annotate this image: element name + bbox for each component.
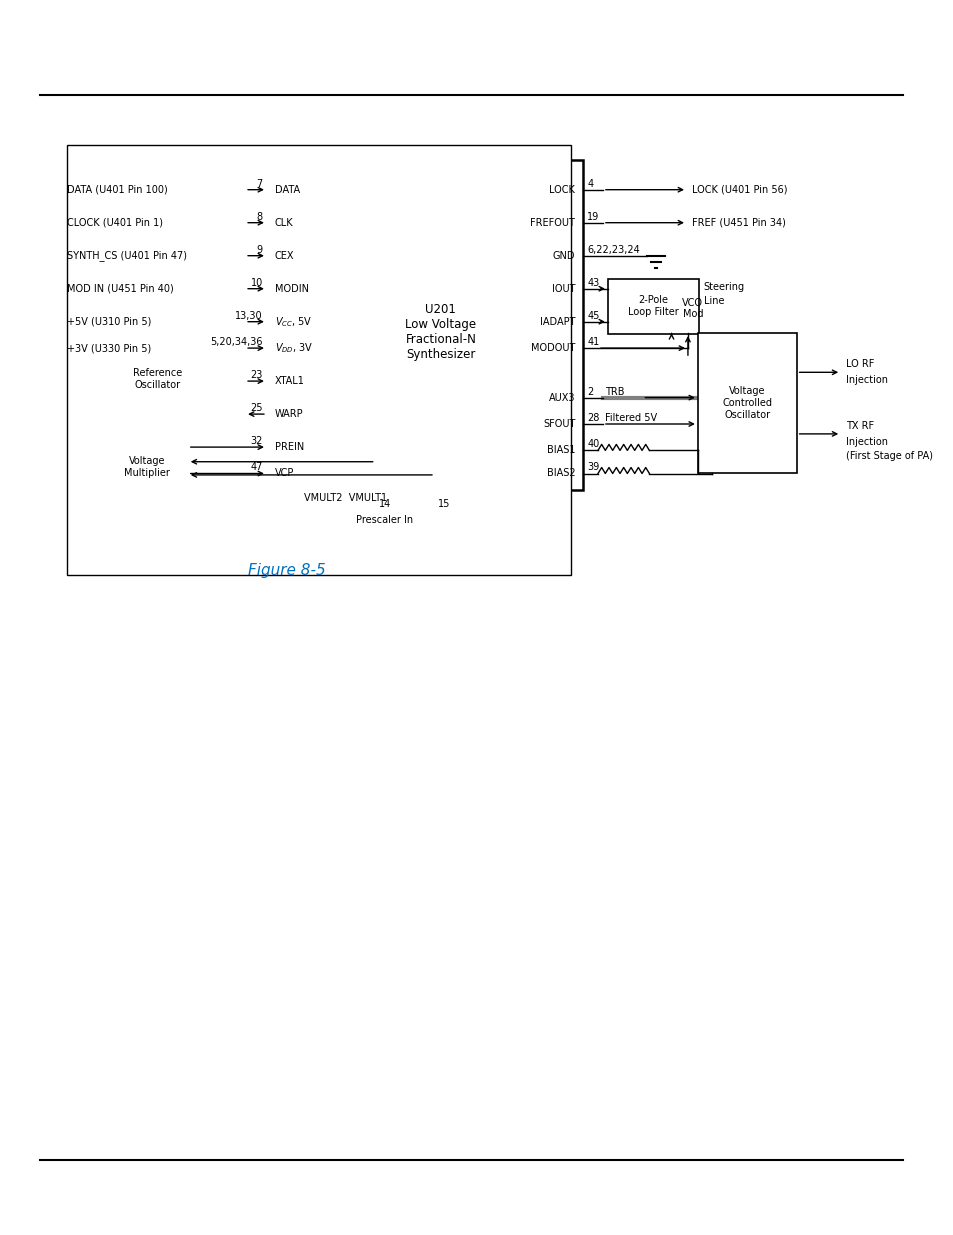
Text: Voltage
Controlled
Oscillator: Voltage Controlled Oscillator	[721, 387, 771, 420]
Text: 2: 2	[586, 387, 593, 396]
Text: TX RF: TX RF	[845, 421, 873, 431]
Text: +5V (U310 Pin 5): +5V (U310 Pin 5)	[67, 316, 152, 327]
Bar	[267, 161, 582, 490]
Text: Prescaler In: Prescaler In	[355, 515, 413, 525]
Bar	[67, 144, 571, 576]
Text: MODIN: MODIN	[274, 284, 309, 294]
Text: TRB: TRB	[604, 387, 624, 396]
Text: 45: 45	[586, 311, 598, 321]
Text: CEX: CEX	[274, 251, 294, 261]
Text: CLOCK (U401 Pin 1): CLOCK (U401 Pin 1)	[67, 217, 163, 227]
Text: BIAS2: BIAS2	[546, 468, 575, 478]
Text: DATA: DATA	[274, 185, 299, 195]
Text: (First Stage of PA): (First Stage of PA)	[845, 451, 932, 461]
Text: DATA (U401 Pin 100): DATA (U401 Pin 100)	[67, 185, 168, 195]
Text: WARP: WARP	[274, 409, 303, 419]
Text: 14: 14	[378, 499, 391, 509]
Text: 43: 43	[586, 278, 598, 288]
Text: PREIN: PREIN	[274, 442, 304, 452]
Text: LOCK (U401 Pin 56): LOCK (U401 Pin 56)	[691, 185, 786, 195]
Bar	[697, 333, 796, 473]
Text: CLK: CLK	[274, 217, 294, 227]
Text: 2-Pole
Loop Filter: 2-Pole Loop Filter	[627, 295, 678, 317]
Text: 9: 9	[256, 245, 263, 254]
Text: VCP: VCP	[274, 468, 294, 478]
Text: 15: 15	[437, 499, 450, 509]
Text: Line: Line	[703, 295, 723, 306]
Text: VCO
Mod: VCO Mod	[681, 298, 702, 319]
Text: 25: 25	[250, 403, 263, 412]
Text: FREF (U451 Pin 34): FREF (U451 Pin 34)	[691, 217, 785, 227]
Text: LO RF: LO RF	[845, 359, 874, 369]
Text: 7: 7	[256, 179, 263, 189]
Text: MOD IN (U451 Pin 40): MOD IN (U451 Pin 40)	[67, 284, 173, 294]
Text: 13,30: 13,30	[235, 311, 263, 321]
Text: 23: 23	[251, 370, 263, 380]
Text: VMULT2  VMULT1: VMULT2 VMULT1	[304, 493, 387, 503]
Text: IADAPT: IADAPT	[539, 316, 575, 327]
Text: XTAL1: XTAL1	[274, 377, 304, 387]
Bar	[107, 445, 188, 489]
Text: GND: GND	[552, 251, 575, 261]
Bar	[116, 358, 197, 400]
Text: BIAS1: BIAS1	[546, 446, 575, 456]
Text: FREFOUT: FREFOUT	[530, 217, 575, 227]
Text: LOCK: LOCK	[549, 185, 575, 195]
Text: 5,20,34,36: 5,20,34,36	[211, 337, 263, 347]
Text: 41: 41	[586, 337, 598, 347]
Text: U201
Low Voltage
Fractional-N
Synthesizer: U201 Low Voltage Fractional-N Synthesize…	[405, 303, 476, 361]
Text: 6,22,23,24: 6,22,23,24	[586, 245, 639, 254]
Text: 47: 47	[251, 462, 263, 473]
Text: 8: 8	[256, 211, 263, 222]
Text: IOUT: IOUT	[551, 284, 575, 294]
Text: $V_{DD}$, 3V: $V_{DD}$, 3V	[274, 341, 313, 354]
Text: 28: 28	[586, 412, 598, 424]
Text: Injection: Injection	[845, 375, 887, 385]
Text: AUX3: AUX3	[548, 393, 575, 403]
Bar	[607, 279, 699, 333]
Text: Figure 8-5: Figure 8-5	[248, 562, 325, 578]
Text: 10: 10	[251, 278, 263, 288]
Text: Filtered 5V: Filtered 5V	[604, 412, 657, 424]
Text: 19: 19	[586, 211, 598, 222]
Text: 39: 39	[586, 462, 598, 473]
Text: 40: 40	[586, 440, 598, 450]
Text: Injection: Injection	[845, 437, 887, 447]
Text: SYNTH_CS (U401 Pin 47): SYNTH_CS (U401 Pin 47)	[67, 251, 187, 261]
Text: MODOUT: MODOUT	[530, 343, 575, 353]
Text: 32: 32	[251, 436, 263, 446]
Text: 4: 4	[586, 179, 593, 189]
Text: Steering: Steering	[703, 282, 744, 291]
Text: Voltage
Multiplier: Voltage Multiplier	[124, 456, 170, 478]
Text: $V_{CC}$, 5V: $V_{CC}$, 5V	[274, 315, 312, 329]
Text: Reference
Oscillator: Reference Oscillator	[132, 368, 182, 390]
Text: SFOUT: SFOUT	[542, 419, 575, 429]
Text: +3V (U330 Pin 5): +3V (U330 Pin 5)	[67, 343, 152, 353]
